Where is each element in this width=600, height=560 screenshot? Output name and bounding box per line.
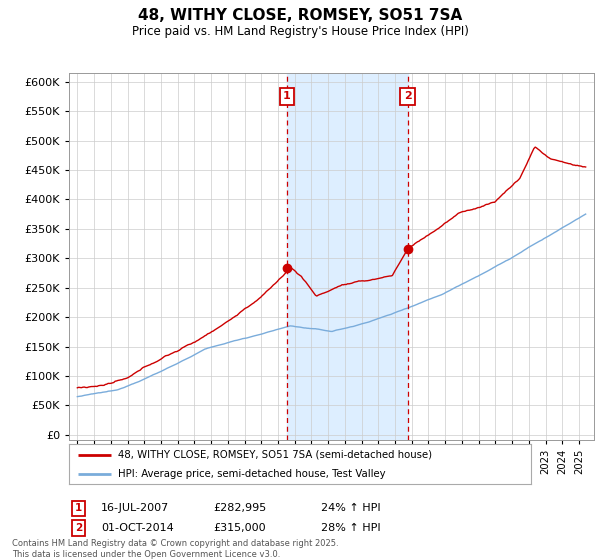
Text: 01-OCT-2014: 01-OCT-2014 xyxy=(101,523,173,533)
Text: Price paid vs. HM Land Registry's House Price Index (HPI): Price paid vs. HM Land Registry's House … xyxy=(131,25,469,38)
Text: 16-JUL-2007: 16-JUL-2007 xyxy=(101,503,169,514)
Text: 28% ↑ HPI: 28% ↑ HPI xyxy=(321,523,380,533)
Text: £282,995: £282,995 xyxy=(213,503,266,514)
Text: 48, WITHY CLOSE, ROMSEY, SO51 7SA: 48, WITHY CLOSE, ROMSEY, SO51 7SA xyxy=(138,8,462,24)
Text: 2: 2 xyxy=(404,91,412,101)
Text: Contains HM Land Registry data © Crown copyright and database right 2025.
This d: Contains HM Land Registry data © Crown c… xyxy=(12,539,338,559)
Text: £315,000: £315,000 xyxy=(213,523,266,533)
Text: HPI: Average price, semi-detached house, Test Valley: HPI: Average price, semi-detached house,… xyxy=(118,469,385,478)
Text: 1: 1 xyxy=(283,91,291,101)
Text: 48, WITHY CLOSE, ROMSEY, SO51 7SA (semi-detached house): 48, WITHY CLOSE, ROMSEY, SO51 7SA (semi-… xyxy=(118,450,431,460)
Text: 2: 2 xyxy=(75,523,82,533)
Text: 1: 1 xyxy=(75,503,82,514)
Bar xyxy=(287,73,407,440)
Text: 24% ↑ HPI: 24% ↑ HPI xyxy=(321,503,380,514)
